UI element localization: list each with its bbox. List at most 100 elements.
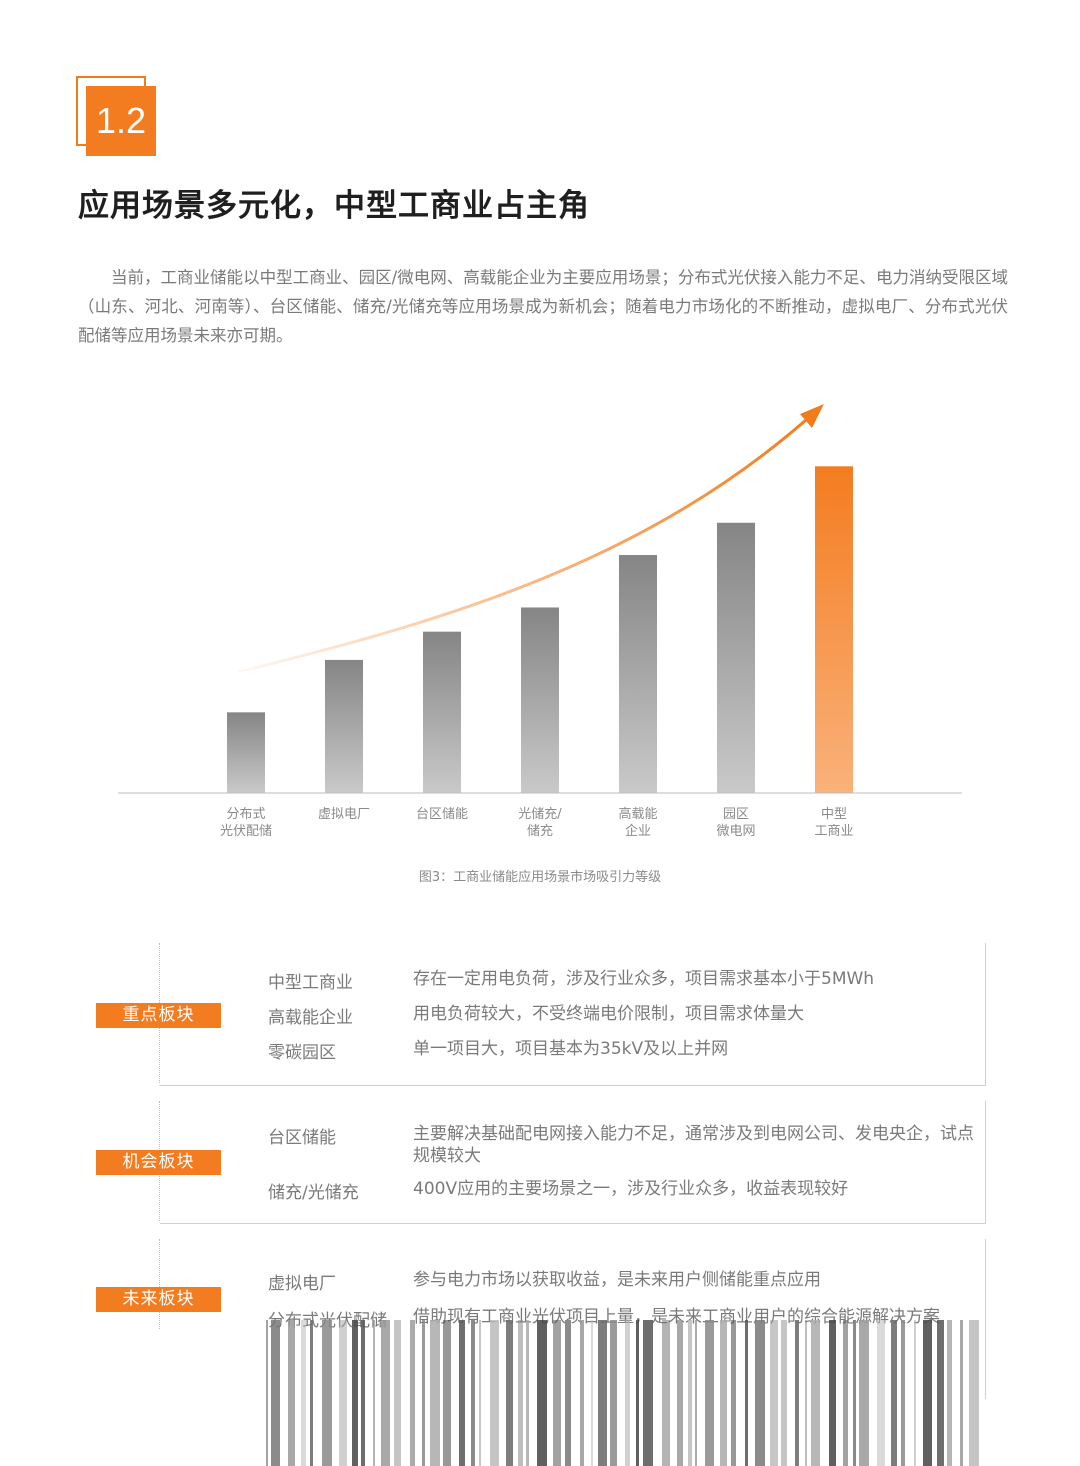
stripe <box>301 1320 306 1466</box>
stripe <box>610 1320 617 1466</box>
stripe <box>914 1320 916 1466</box>
stripe <box>430 1320 440 1466</box>
stripe <box>891 1320 897 1466</box>
section-tag: 重点板块 <box>96 1003 221 1028</box>
stripe <box>339 1320 347 1466</box>
segment-description: 400V应用的主要场景之一，涉及行业众多，收益表现较好 <box>413 1179 849 1199</box>
bar-1 <box>325 659 363 793</box>
stripe <box>322 1320 332 1466</box>
stripe <box>352 1320 358 1466</box>
stripe <box>373 1320 375 1466</box>
segment-description: 主要解决基础配电网接入能力不足，通常涉及到电网公司、发电央企，试点规模较大 <box>413 1124 974 1166</box>
bar-6 <box>815 466 853 793</box>
segment-description: 单一项目大，项目基本为35kV及以上并网 <box>413 1039 729 1059</box>
stripe <box>410 1320 415 1466</box>
intro-paragraph: 当前，工商业储能以中型工商业、园区/微电网、高载能企业为主要应用场景；分布式光伏… <box>78 268 1008 345</box>
stripe <box>923 1320 932 1466</box>
stripe <box>853 1320 856 1466</box>
stripe <box>688 1320 692 1466</box>
stripe <box>565 1320 571 1466</box>
bar-2 <box>423 631 461 793</box>
stripe <box>859 1320 869 1466</box>
stripe <box>755 1320 765 1466</box>
bar-5 <box>717 522 755 793</box>
x-tick-label-5: 园区微电网 <box>716 807 755 839</box>
stripe <box>422 1320 425 1466</box>
stripe <box>625 1320 630 1466</box>
bar-4 <box>619 555 657 793</box>
stripe <box>947 1320 952 1466</box>
section-badge: 1.2 <box>76 76 158 158</box>
section-tag: 机会板块 <box>96 1150 221 1175</box>
stripe <box>479 1320 481 1466</box>
x-tick-label-3: 光储充/储充 <box>518 806 562 839</box>
stripe <box>459 1320 465 1466</box>
bar-3 <box>521 607 559 793</box>
bar-0 <box>227 712 265 793</box>
stripe <box>901 1320 905 1466</box>
stripe <box>969 1320 979 1466</box>
stripe <box>271 1320 280 1466</box>
x-tick-label-1: 虚拟电厂 <box>318 807 370 822</box>
segment-description: 用电负荷较大，不受终端电价限制，项目需求体量大 <box>413 1004 804 1024</box>
stripe <box>695 1320 697 1466</box>
section-connector-line <box>159 1239 161 1329</box>
section-box <box>160 1101 986 1224</box>
stripe <box>381 1320 390 1466</box>
barcode-artifact <box>266 1320 979 1466</box>
stripe <box>829 1320 836 1466</box>
stripe <box>266 1320 268 1466</box>
stripe <box>781 1320 787 1466</box>
x-tick-label-2: 台区储能 <box>416 807 468 822</box>
stripe <box>361 1320 365 1466</box>
stripe <box>636 1320 639 1466</box>
section-box <box>160 1239 986 1399</box>
trend-curve <box>237 410 817 674</box>
stripe <box>518 1320 523 1466</box>
segment-name: 中型工商业 <box>268 973 353 993</box>
stripe <box>490 1320 499 1466</box>
stripe <box>720 1320 727 1466</box>
figure-caption: 图3：工商业储能应用场景市场吸引力等级 <box>418 870 662 885</box>
stripe <box>591 1320 593 1466</box>
page-title: 应用场景多元化，中型工商业占主角 <box>78 188 590 224</box>
segment-name: 高载能企业 <box>268 1008 353 1028</box>
stripe <box>877 1320 885 1466</box>
section-box <box>160 943 986 1086</box>
segment-description: 参与电力市场以获取收益，是未来用户侧储能重点应用 <box>413 1270 821 1290</box>
stripe <box>443 1320 451 1466</box>
stripe <box>662 1320 670 1466</box>
stripe <box>288 1320 295 1466</box>
x-tick-label-6: 中型工商业 <box>814 807 853 839</box>
stripe <box>770 1320 778 1466</box>
stripe <box>795 1320 799 1466</box>
chart-bars <box>227 466 853 793</box>
chart-x-labels: 分布式光伏配储 虚拟电厂 台区储能 光储充/储充 高载能企业 园区微电网 中型工商业 <box>220 806 854 839</box>
x-tick-label-4: 高载能企业 <box>618 806 657 839</box>
segment-name: 台区储能 <box>268 1128 336 1148</box>
stripe <box>537 1320 547 1466</box>
segment-description: 存在一定用电负荷，涉及行业众多，项目需求基本小于5MWh <box>413 969 875 989</box>
stripe <box>960 1320 963 1466</box>
stripe <box>553 1320 561 1466</box>
segment-name: 储充/光储充 <box>268 1183 359 1203</box>
stripe <box>394 1320 401 1466</box>
segment-name: 零碳园区 <box>268 1043 336 1063</box>
section-number: 1.2 <box>86 86 156 156</box>
stripe <box>677 1320 683 1466</box>
stripe <box>643 1320 653 1466</box>
stripe <box>731 1320 736 1466</box>
trend-arrowhead <box>800 404 824 428</box>
stripe <box>598 1320 607 1466</box>
x-tick-label-0: 分布式光伏配储 <box>220 807 272 839</box>
stripe <box>310 1320 313 1466</box>
segment-name: 虚拟电厂 <box>268 1274 336 1294</box>
section-tag: 未来板块 <box>96 1287 221 1312</box>
stripe <box>805 1320 807 1466</box>
stripe <box>745 1320 748 1466</box>
stripe <box>811 1320 820 1466</box>
stripe <box>506 1320 513 1466</box>
stripe <box>471 1320 475 1466</box>
stripe <box>580 1320 584 1466</box>
stripe <box>705 1320 714 1466</box>
